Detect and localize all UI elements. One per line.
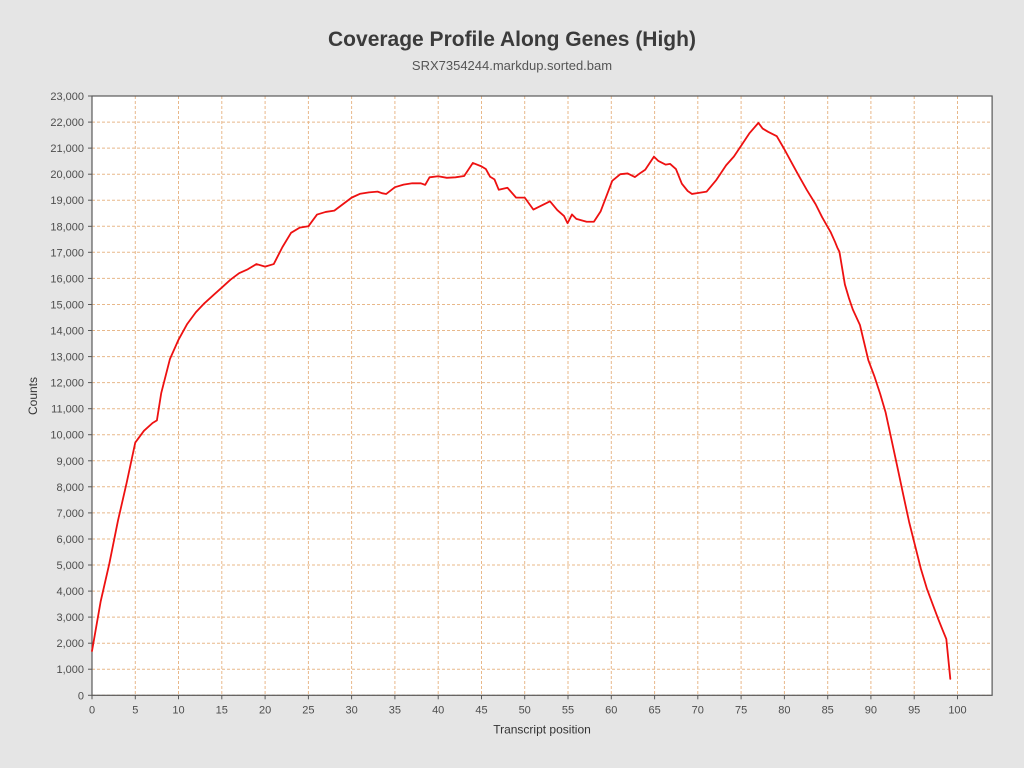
svg-text:80: 80 [778, 704, 790, 716]
svg-text:40: 40 [432, 704, 444, 716]
svg-text:7,000: 7,000 [56, 508, 84, 520]
svg-text:3,000: 3,000 [56, 612, 84, 624]
svg-text:15,000: 15,000 [50, 300, 84, 312]
svg-text:22,000: 22,000 [50, 117, 84, 129]
svg-text:18,000: 18,000 [50, 221, 84, 233]
svg-text:11,000: 11,000 [51, 404, 84, 416]
svg-text:23,000: 23,000 [50, 91, 84, 103]
svg-text:10: 10 [172, 704, 184, 716]
svg-text:2,000: 2,000 [56, 638, 84, 650]
svg-text:0: 0 [78, 690, 84, 702]
svg-text:60: 60 [605, 704, 617, 716]
svg-text:Transcript position: Transcript position [493, 722, 591, 736]
svg-text:25: 25 [302, 704, 314, 716]
svg-text:90: 90 [865, 704, 877, 716]
svg-text:17,000: 17,000 [50, 247, 84, 259]
svg-text:21,000: 21,000 [50, 143, 84, 155]
svg-text:1,000: 1,000 [56, 664, 84, 676]
svg-text:65: 65 [648, 704, 660, 716]
svg-text:10,000: 10,000 [50, 430, 84, 442]
svg-text:6,000: 6,000 [56, 534, 84, 546]
svg-text:19,000: 19,000 [50, 195, 84, 207]
svg-text:35: 35 [389, 704, 401, 716]
svg-text:85: 85 [822, 704, 834, 716]
svg-text:75: 75 [735, 704, 747, 716]
svg-text:8,000: 8,000 [56, 482, 84, 494]
svg-text:4,000: 4,000 [56, 586, 84, 598]
svg-text:20,000: 20,000 [50, 169, 84, 181]
svg-text:5,000: 5,000 [56, 560, 84, 572]
svg-text:30: 30 [345, 704, 357, 716]
svg-text:5: 5 [132, 704, 138, 716]
svg-text:13,000: 13,000 [50, 352, 84, 364]
svg-text:9,000: 9,000 [56, 456, 84, 468]
svg-text:14,000: 14,000 [50, 326, 84, 338]
svg-text:20: 20 [259, 704, 271, 716]
svg-text:0: 0 [89, 704, 95, 716]
svg-text:100: 100 [948, 704, 966, 716]
svg-text:50: 50 [519, 704, 531, 716]
svg-text:15: 15 [216, 704, 228, 716]
svg-text:12,000: 12,000 [50, 378, 84, 390]
svg-text:45: 45 [475, 704, 487, 716]
svg-text:16,000: 16,000 [50, 273, 84, 285]
svg-text:55: 55 [562, 704, 574, 716]
svg-text:95: 95 [908, 704, 920, 716]
svg-text:70: 70 [692, 704, 704, 716]
